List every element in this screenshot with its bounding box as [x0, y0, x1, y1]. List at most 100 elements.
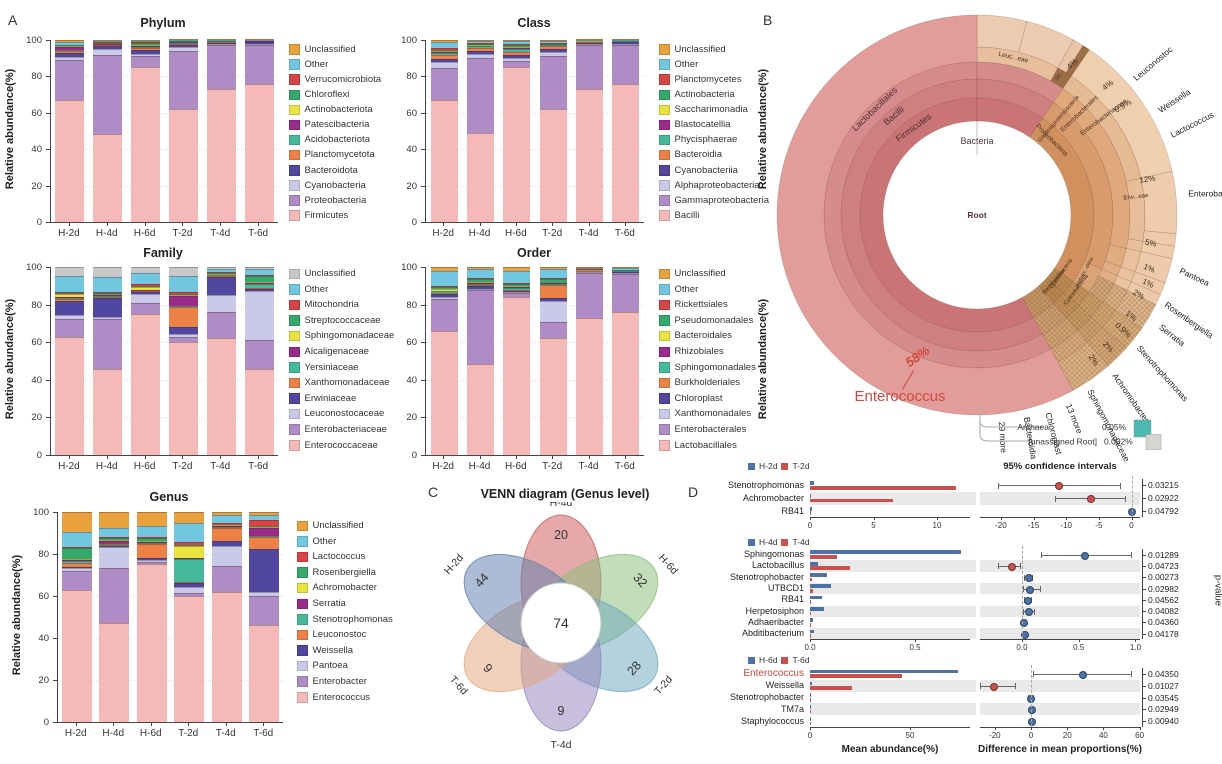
family-seg-Unclassified: [93, 267, 123, 278]
legend-swatch: [289, 393, 300, 404]
family-seg-Erwiniaceae: [168, 327, 198, 334]
sunburst-legend-swatch: [1145, 434, 1162, 450]
legend-label: Weissella: [312, 644, 353, 656]
row-stripe: [980, 582, 1140, 595]
genus-seg-Serratia: [174, 558, 205, 560]
phylum-legend: Unclassified Other Verrucomicrobiota Chloro…: [289, 42, 381, 223]
order-seg-Lactobacillales: [467, 363, 494, 455]
order-title: Order: [516, 246, 552, 260]
genus-seg-Achromobacter: [174, 545, 205, 559]
legend-swatch: [659, 59, 670, 70]
class-legend-item: Actinobacteria: [659, 87, 769, 102]
pvalue-axis-line: [1142, 549, 1143, 640]
order-seg-Burkholderiales: [467, 284, 494, 286]
order-ytickmark: [421, 417, 425, 419]
genus-seg-Unclassified: [99, 512, 130, 528]
phylum-ytick-label: 60: [31, 107, 42, 119]
family-ytick-label: 20: [31, 412, 42, 424]
genus-seg-Leuconostoc: [136, 543, 167, 559]
legend-swatch: [289, 424, 300, 435]
genus-seg-Lactococcus: [211, 522, 242, 525]
row-stripe: [980, 628, 1140, 640]
stamp-bar-red: [810, 566, 850, 571]
row-stripe: [980, 560, 1140, 572]
row-stripe: [810, 605, 976, 617]
ci-tickmark: [1066, 517, 1068, 521]
sunburst-label: Archaea: [1017, 422, 1049, 432]
sunburst-label: 5%: [1144, 238, 1157, 249]
sunburst-label: Leuconostoc: [1131, 44, 1175, 83]
genus-ytickmark: [53, 722, 57, 723]
order-seg-Unclassified: [503, 267, 531, 271]
sunburst-wedge-Leuconostocaceae: [976, 46, 1059, 82]
phylum-gridline: [51, 76, 278, 78]
genus-seg-Other: [211, 515, 242, 523]
genus-seg-Lactococcus: [136, 537, 167, 539]
genus-legend-item: Unclassified: [297, 518, 393, 534]
family-seg-Mitochondria: [244, 274, 274, 277]
phylum-xtickmark: [220, 222, 222, 226]
phylum-seg-Cyanobacteria: [131, 53, 161, 57]
genus-xtick-label: H-4d: [102, 728, 125, 739]
genus-seg-Pantoea: [249, 591, 280, 596]
stamp-bar-blue: [810, 550, 962, 555]
legend-swatch: [659, 424, 670, 435]
legend-label: Serratia: [312, 598, 346, 610]
order-legend-item: Xanthomonadales: [659, 406, 756, 422]
stamp-bar-red: [810, 577, 812, 582]
legend-swatch: [659, 284, 670, 295]
genus-seg-Achromobacter: [61, 559, 92, 561]
genus-seg-Serratia: [99, 541, 130, 544]
ci-cap: [1033, 608, 1035, 615]
genus-bar-T-6d: [249, 512, 280, 722]
order-seg-Pseudomonadales: [539, 279, 567, 283]
stamp-legend-swatch: [781, 538, 789, 546]
stamp-bar-blue: [810, 716, 811, 721]
stamp-bar-red: [810, 709, 811, 714]
legend-label: Cyanobacteriia: [674, 164, 738, 176]
class-ytick-label: 20: [406, 180, 417, 192]
class-seg-Saccharimonadia: [467, 44, 494, 46]
sunburst-label: Bacteria: [960, 136, 993, 146]
stamp-legend-swatch: [748, 462, 755, 470]
phylum-bar-T-4d: [206, 39, 236, 222]
genus-seg-Leuconostoc: [174, 582, 205, 584]
class-xtick-label: H-4d: [468, 228, 491, 239]
family-seg-Enterococcaceae: [244, 368, 274, 455]
order-xtickmark: [479, 455, 481, 459]
class-seg-Phycisphaerae: [539, 45, 567, 47]
legend-label: Xanthomonadales: [674, 408, 752, 420]
stamp-legend: H-4d T-4d: [748, 537, 809, 547]
stamp-bar-red: [810, 622, 811, 627]
stamp-bar-red: [810, 588, 813, 593]
phylum-seg-Chloroflexi: [93, 42, 123, 44]
family-seg-Leuconostocaceae: [168, 333, 198, 337]
order-xtickmark: [552, 455, 554, 459]
pvalue: 0.00273: [1148, 572, 1179, 583]
legend-label: Chloroplast: [674, 392, 723, 404]
family-legend-item: Yersiniaceae: [289, 360, 394, 376]
stamp-row-name: Staphylococcus: [740, 715, 804, 726]
family-seg-Enterobacteriaceae: [93, 319, 123, 369]
order-seg-Xanthomonadales: [539, 300, 567, 323]
pvalue-tickmark: [1142, 709, 1146, 711]
family-seg-Mitochondria: [131, 283, 161, 286]
sunburst-label: Stenotrophomonas: [1135, 343, 1190, 403]
phylum-seg-Unclassified: [55, 40, 85, 42]
phylum-legend-item: Acidobacteriota: [289, 133, 381, 148]
legend-swatch: [289, 284, 300, 295]
family-ytick-label: 0: [36, 450, 42, 461]
family-seg-Enterobacteriaceae: [168, 336, 198, 343]
family-seg-Erwiniaceae: [244, 288, 274, 291]
pvalue: 0.02982: [1148, 583, 1179, 594]
legend-swatch: [659, 315, 670, 326]
order-ytick-label: 60: [406, 337, 417, 349]
phylum-seg-Proteobacteria: [244, 44, 274, 84]
class-seg-Saccharimonadia: [503, 47, 531, 49]
ci-cap: [1019, 563, 1021, 570]
class-seg-Bacilli: [503, 67, 531, 222]
family-seg-Mitochondria: [206, 271, 236, 273]
family-seg-Alcaligenaceae: [206, 274, 236, 276]
legend-swatch: [289, 59, 300, 70]
venn-label: H-6d: [656, 552, 680, 577]
